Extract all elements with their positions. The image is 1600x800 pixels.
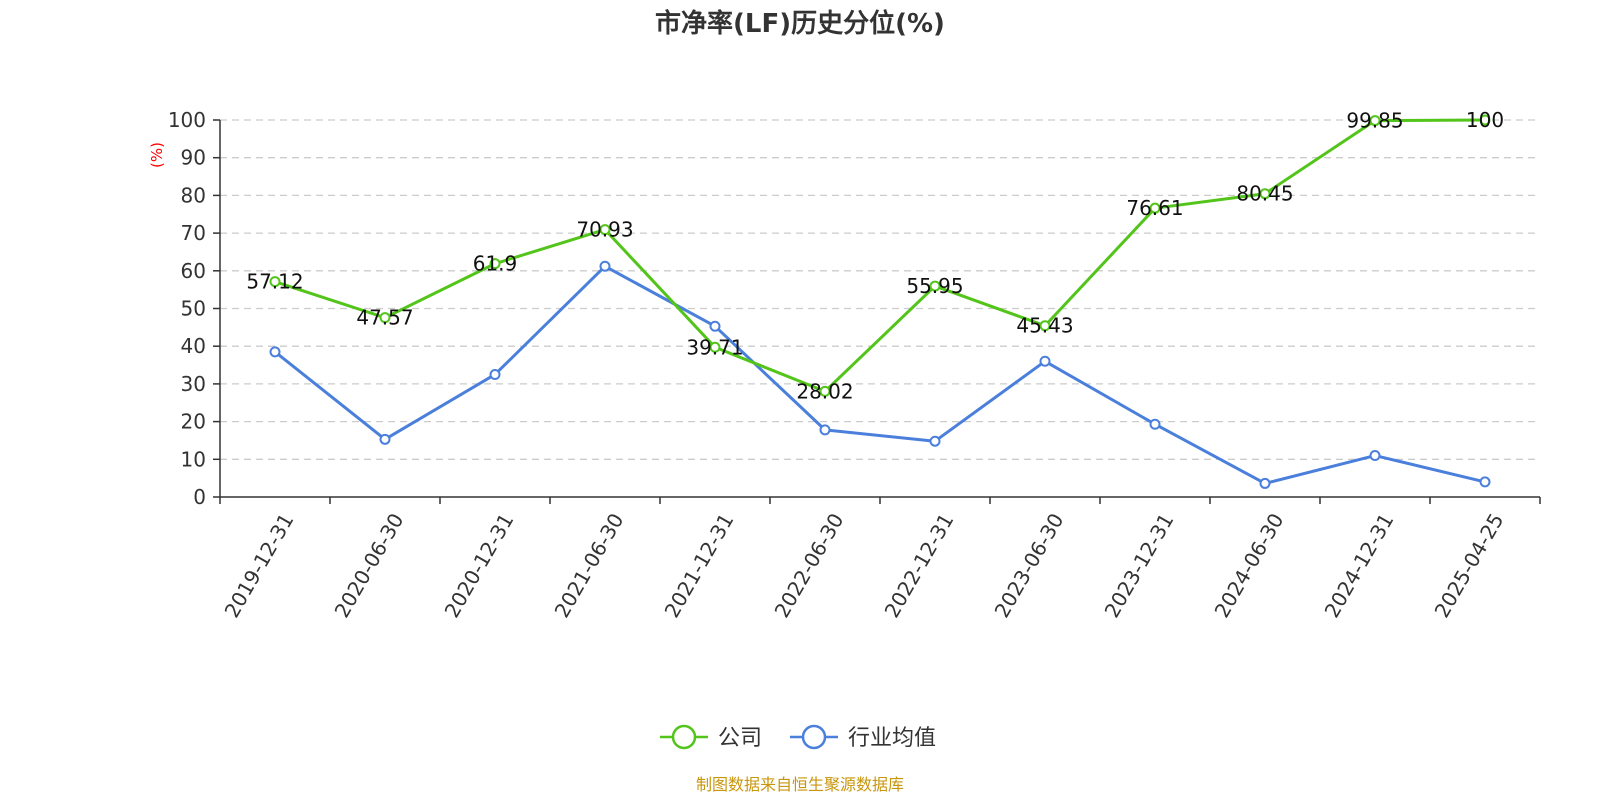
legend-label: 行业均值 <box>848 726 936 751</box>
x-tick-label: 2023-06-30 <box>990 509 1069 622</box>
data-point <box>709 341 721 353</box>
x-tick-label: 2021-06-30 <box>550 509 629 622</box>
series-line-industry-average <box>274 264 1486 485</box>
data-point <box>1149 418 1161 430</box>
x-tick-label: 2023-12-31 <box>1100 509 1179 622</box>
data-label: 55.95 <box>906 274 963 298</box>
data-point <box>489 258 501 270</box>
data-label: 57.12 <box>246 270 303 294</box>
legend-item-company[interactable]: 公司 <box>660 724 762 751</box>
y-tick-label: 30 <box>181 372 206 396</box>
legend-item-industry-average[interactable]: 行业均值 <box>790 724 936 751</box>
data-labels: 57.12 47.57 61.9 70.93 39.71 28.02 55.95 45.43 7… <box>246 108 1504 403</box>
y-tick-label: 0 <box>193 485 206 509</box>
data-point <box>709 320 721 332</box>
y-tick-label: 80 <box>181 183 206 207</box>
data-label: 70.93 <box>576 218 633 242</box>
y-tick-label: 100 <box>168 108 206 132</box>
data-point <box>929 435 941 447</box>
x-tick-label: 2019-12-31 <box>220 509 299 622</box>
data-point <box>1259 188 1271 200</box>
data-label: 47.57 <box>356 306 413 330</box>
data-point <box>379 433 391 445</box>
x-tick-label: 2024-06-30 <box>1210 509 1289 622</box>
source-note: 制图数据来自恒生聚源数据库 <box>696 775 904 794</box>
data-label: 28.02 <box>796 379 853 403</box>
y-axis-unit-label: (%) <box>148 142 166 168</box>
x-tick-label: 2022-06-30 <box>770 509 849 622</box>
data-point <box>489 368 501 380</box>
data-point <box>929 280 941 292</box>
data-label: 61.9 <box>473 252 518 276</box>
data-point <box>269 276 281 288</box>
data-point <box>1369 450 1381 462</box>
data-point <box>599 224 611 236</box>
legend[interactable]: 公司 行业均值 <box>660 724 936 751</box>
data-point <box>819 424 831 436</box>
y-tick-label: 90 <box>181 146 206 170</box>
gridlines <box>220 119 1540 460</box>
series-line-company <box>274 118 1486 393</box>
legend-circle-icon <box>671 724 697 750</box>
data-point <box>379 312 391 324</box>
x-tick-label: 2022-12-31 <box>880 509 959 622</box>
data-label: 76.61 <box>1126 196 1183 220</box>
y-tick-label: 60 <box>181 259 206 283</box>
y-tick-label: 10 <box>181 447 206 471</box>
data-point <box>1479 114 1491 126</box>
legend-circle-icon <box>801 724 827 750</box>
x-tick-label: 2021-12-31 <box>660 509 739 622</box>
chart-title: 市净率(LF)历史分位(%) <box>655 8 945 39</box>
data-point <box>1259 477 1271 489</box>
y-tick-label: 70 <box>181 221 206 245</box>
y-axis-ticks: 0 10 20 30 40 50 60 70 80 90 100 <box>168 108 220 509</box>
data-label: 100 <box>1466 108 1504 132</box>
x-axis-ticks: 2019-12-31 2020-06-30 2020-12-31 2021-06-30… <box>219 497 1541 622</box>
data-point <box>1479 476 1491 488</box>
legend-label: 公司 <box>718 726 762 751</box>
data-point <box>1149 202 1161 214</box>
data-point <box>269 346 281 358</box>
x-tick-label: 2020-06-30 <box>330 509 409 622</box>
x-tick-label: 2020-12-31 <box>440 509 519 622</box>
x-tick-label: 2025-04-25 <box>1430 509 1509 622</box>
data-point <box>599 260 611 272</box>
x-tick-label: 2024-12-31 <box>1320 509 1399 622</box>
data-label: 39.71 <box>686 335 743 359</box>
series-group <box>269 114 1491 489</box>
data-point <box>1369 115 1381 127</box>
y-tick-label: 20 <box>181 410 206 434</box>
y-tick-label: 50 <box>181 297 206 321</box>
data-point <box>1039 355 1051 367</box>
data-label: 80.45 <box>1236 182 1293 206</box>
data-label: 99.85 <box>1346 109 1403 133</box>
data-label: 45.43 <box>1016 314 1073 338</box>
y-tick-label: 40 <box>181 334 206 358</box>
data-point <box>819 385 831 397</box>
data-point <box>1039 320 1051 332</box>
